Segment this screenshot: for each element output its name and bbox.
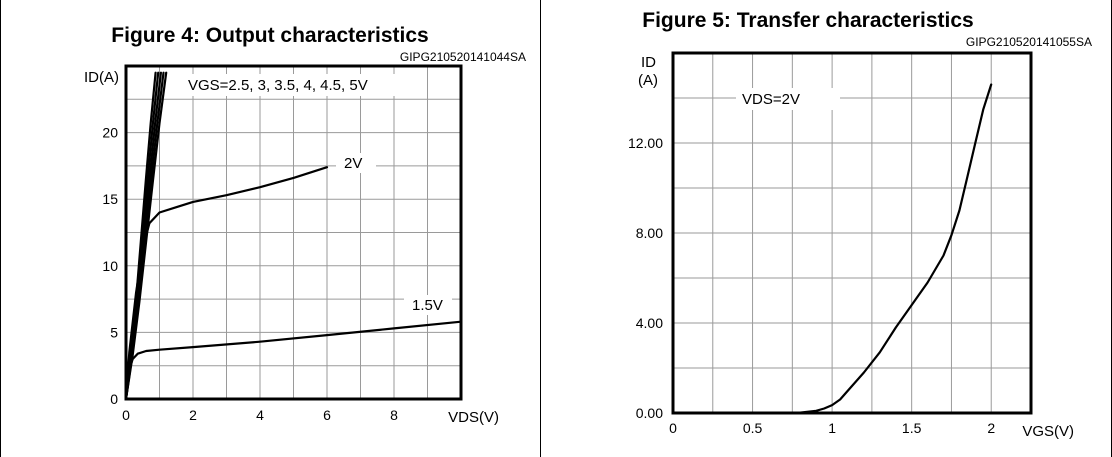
figure-5-xlabel: VGS(V) <box>1022 423 1074 440</box>
series-line <box>124 71 157 401</box>
annotation-bg <box>336 153 376 173</box>
x-tick-label: 1 <box>828 420 836 436</box>
x-tick-label: 1.5 <box>902 420 922 436</box>
series-line <box>124 166 329 401</box>
figure-4-ticks: 0 2 4 6 8 0 5 10 15 20 <box>102 125 398 423</box>
y-tick-label: 15 <box>102 191 118 207</box>
annotation-vgs-list: VGS=2.5, 3, 3.5, 4, 4.5, 5V <box>188 77 368 94</box>
annotation-2v: 2V <box>344 155 362 172</box>
figure-4-grid <box>126 66 461 399</box>
x-tick-label: 0.5 <box>743 420 763 436</box>
annotation-bg <box>736 88 840 110</box>
figure-5-curves <box>671 83 993 415</box>
x-tick-label: 0 <box>669 420 677 436</box>
y-tick-label: 12.00 <box>628 135 663 151</box>
figure-5-ylabel-line1: ID <box>641 54 656 71</box>
figure-4-curves <box>124 71 463 401</box>
annotation-vds: VDS=2V <box>742 91 800 108</box>
figure-4-title: Figure 4: Output characteristics <box>111 24 428 47</box>
figure-4-code: GIPG210520141044SA <box>400 50 526 64</box>
figure-5-title: Figure 5: Transfer characteristics <box>642 9 973 32</box>
series-line <box>671 83 993 415</box>
annotation-bg <box>404 295 452 315</box>
x-tick-label: 2 <box>189 407 197 423</box>
figure-5-grid <box>673 53 1031 413</box>
series-line <box>124 320 463 401</box>
annotation-bg <box>175 74 407 96</box>
figure-4-ylabel: ID(A) <box>84 69 119 86</box>
y-tick-label: 0.00 <box>636 405 663 421</box>
x-tick-label: 0 <box>122 407 130 423</box>
figure-5-ylabel-line2: (A) <box>638 72 658 89</box>
figure-5-code: GIPG210520141055SA <box>966 35 1092 49</box>
figure-4-ylabel-text: ID(A) <box>84 69 119 86</box>
y-tick-label: 8.00 <box>636 225 663 241</box>
x-tick-label: 8 <box>390 407 398 423</box>
figure-5-ticks: 0 0.5 1 1.5 2 0.00 4.00 8.00 12.00 <box>628 135 995 436</box>
y-tick-label: 0 <box>110 391 118 407</box>
figure-4-plot-frame <box>124 64 463 401</box>
y-tick-label: 4.00 <box>636 315 663 331</box>
annotation-1-5v: 1.5V <box>412 297 443 314</box>
figure-5-transfer-characteristics: Figure 5: Transfer characteristics GIPG2… <box>628 9 1092 440</box>
x-tick-label: 4 <box>256 407 264 423</box>
figure-5-plot-frame <box>671 51 1033 415</box>
figure-4-xlabel: VDS(V) <box>448 409 499 426</box>
y-tick-label: 20 <box>102 125 118 141</box>
y-tick-label: 10 <box>102 258 118 274</box>
figure-4-output-characteristics: Figure 4: Output characteristics GIPG210… <box>84 24 526 426</box>
y-tick-label: 5 <box>110 324 118 340</box>
x-tick-label: 2 <box>987 420 995 436</box>
x-tick-label: 6 <box>323 407 331 423</box>
